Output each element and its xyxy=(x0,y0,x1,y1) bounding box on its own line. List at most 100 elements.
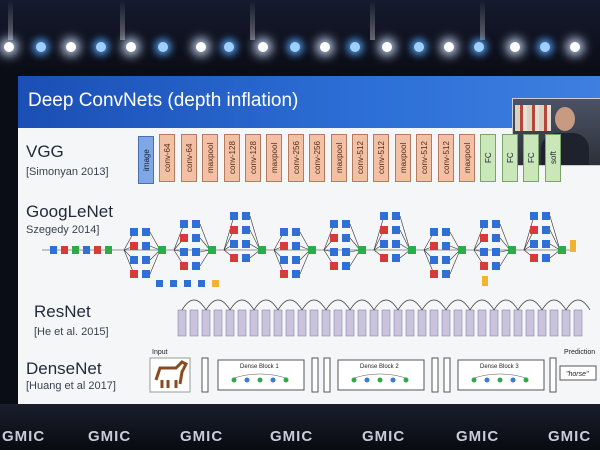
googlenet-edge xyxy=(199,223,211,251)
googlenet-inception-layer xyxy=(280,270,288,278)
googlenet-inception-layer xyxy=(180,248,188,256)
resnet-skip-connection xyxy=(229,299,255,311)
stage-light xyxy=(66,42,76,52)
googlenet-inception-layer xyxy=(130,242,138,250)
resnet-layer xyxy=(405,309,415,337)
googlenet-inception-layer xyxy=(192,220,200,228)
googlenet-inception-layer xyxy=(480,220,488,228)
resnet-layer xyxy=(417,309,427,337)
googlenet-concat-layer xyxy=(358,246,366,254)
googlenet-inception-layer xyxy=(180,220,188,228)
horse-icon xyxy=(154,360,189,388)
googlenet-inception-layer xyxy=(130,228,138,236)
googlenet-edge xyxy=(249,215,261,251)
googlenet-inception-layer xyxy=(230,240,238,248)
dense-connection xyxy=(233,373,287,379)
dense-layer-node xyxy=(523,377,529,383)
googlenet-aux-output xyxy=(482,276,488,286)
googlenet-inception-layer xyxy=(380,254,388,262)
dense-layer-node xyxy=(270,377,276,383)
googlenet-stem-layer xyxy=(72,246,79,254)
resnet-skip-connection xyxy=(565,299,591,311)
dense-layer-node xyxy=(283,377,289,383)
dense-connection xyxy=(473,373,527,379)
resnet-layer xyxy=(453,309,463,337)
googlenet-edge xyxy=(173,223,185,251)
dense-layer-node xyxy=(471,377,477,383)
googlenet-concat-layer xyxy=(208,246,216,254)
dense-layer-node xyxy=(244,377,250,383)
resnet-layer xyxy=(321,309,331,337)
googlenet-inception-layer xyxy=(430,270,438,278)
densenet-diagram: Input Dense Block 1 Dense Block 2 Dense … xyxy=(149,349,597,393)
googlenet-inception-layer xyxy=(392,226,400,234)
googlenet-inception-layer xyxy=(230,254,238,262)
vgg-layer-fc: FC xyxy=(501,134,518,182)
googlenet-aux-layer xyxy=(170,280,177,287)
light-beam xyxy=(120,0,125,40)
dense-layer-node xyxy=(510,377,516,383)
googlenet-inception-layer xyxy=(330,248,338,256)
vgg-layer-conv-256: conv-256 xyxy=(309,134,326,182)
vgg-layer-image: image xyxy=(138,136,154,184)
googlenet-inception-layer xyxy=(442,270,450,278)
googlenet-edge xyxy=(499,223,511,251)
googlenet-edge xyxy=(549,215,561,251)
stage-light xyxy=(414,42,424,52)
resnet-skip-connection xyxy=(421,299,447,311)
resnet-layer xyxy=(477,309,487,337)
googlenet-aux-layer xyxy=(198,280,205,287)
googlenet-inception-layer xyxy=(530,212,538,220)
googlenet-inception-layer xyxy=(180,234,188,242)
resnet-skip-connection xyxy=(541,299,567,311)
resnet-skip-connection xyxy=(445,299,471,311)
bookshelf-background xyxy=(515,105,551,131)
vgg-layer-conv-128: conv-128 xyxy=(223,134,240,182)
googlenet-inception-layer xyxy=(192,248,200,256)
googlenet-edge xyxy=(349,223,361,251)
stage-light xyxy=(4,42,14,52)
resnet-layer xyxy=(369,309,379,337)
googlenet-output xyxy=(570,240,576,252)
googlenet-inception-layer xyxy=(342,234,350,242)
vgg-citation: [Simonyan 2013] xyxy=(26,166,109,178)
vgg-layer-conv-512: conv-512 xyxy=(437,134,454,182)
googlenet-inception-layer xyxy=(530,240,538,248)
googlenet-inception-layer xyxy=(342,248,350,256)
vgg-layer-soft: soft xyxy=(544,134,561,182)
googlenet-concat-layer xyxy=(258,246,266,254)
stage-light xyxy=(540,42,550,52)
slide-title-bar: Deep ConvNets (depth inflation) xyxy=(18,76,600,128)
vgg-layer-conv-512: conv-512 xyxy=(352,134,368,182)
googlenet-edge xyxy=(373,215,385,251)
vgg-layer-maxpool: maxpool xyxy=(394,134,411,182)
googlenet-inception-layer xyxy=(142,228,150,236)
googlenet-aux-layer xyxy=(184,280,191,287)
resnet-layer xyxy=(441,309,451,337)
googlenet-inception-layer xyxy=(130,270,138,278)
googlenet-concat-layer xyxy=(158,246,166,254)
googlenet-inception-layer xyxy=(542,226,550,234)
googlenet-inception-layer xyxy=(492,220,500,228)
densenet-transition-conv xyxy=(431,357,439,393)
googlenet-inception-layer xyxy=(492,234,500,242)
googlenet-inception-layer xyxy=(242,212,250,220)
stage-light xyxy=(474,42,484,52)
stage-light xyxy=(510,42,520,52)
dense-block-3 xyxy=(457,359,545,391)
resnet-layer xyxy=(489,309,499,337)
resnet-skip-connection xyxy=(397,299,423,311)
vgg-layer-conv-512: conv-512 xyxy=(416,134,433,182)
vgg-layer-conv-64: conv-64 xyxy=(159,134,176,182)
vgg-layer-maxpool: maxpool xyxy=(202,134,219,182)
stage-light xyxy=(382,42,392,52)
dense-layer-node xyxy=(390,377,396,383)
resnet-layer xyxy=(381,309,391,337)
stage-light xyxy=(196,42,206,52)
googlenet-inception-layer xyxy=(292,270,300,278)
googlenet-aux-layer xyxy=(156,280,163,287)
stage-lights xyxy=(0,0,600,70)
resnet-layer xyxy=(213,309,223,337)
dense-layer-node xyxy=(364,377,370,383)
googlenet-inception-layer xyxy=(480,262,488,270)
